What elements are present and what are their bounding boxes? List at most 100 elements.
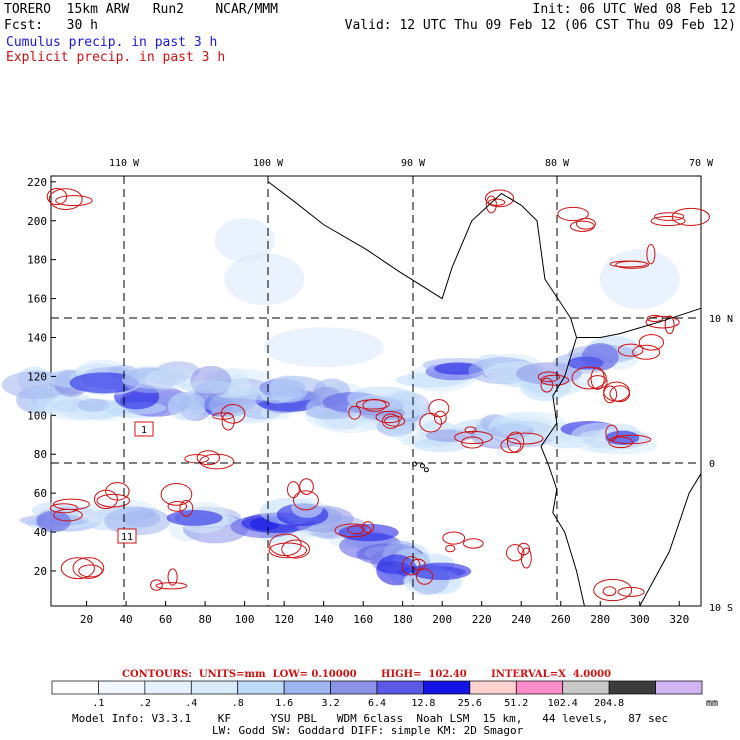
explicit-precip-contour — [167, 568, 178, 586]
explicit-precip-contour — [638, 334, 665, 351]
explicit-precip-contour — [650, 215, 686, 227]
model-title: TORERO 15km ARW Run2 NCAR/MMM — [4, 2, 278, 17]
color-bar-swatch — [562, 680, 610, 695]
cumulus-precip-patch — [145, 368, 196, 390]
explicit-precip-contour — [517, 542, 531, 556]
color-bar-label: .2 — [139, 698, 151, 709]
explicit-precip-contour — [487, 198, 506, 206]
explicit-precip-contour — [179, 499, 194, 517]
border-line — [639, 473, 702, 607]
color-bar-unit: mm — [706, 698, 718, 709]
explicit-precip-contour — [500, 437, 522, 454]
x-tick-label: 100 — [235, 613, 255, 626]
color-bar-label: 102.4 — [548, 698, 578, 709]
cumulus-precip-patch — [581, 343, 619, 371]
explicit-precip-contour — [334, 523, 372, 538]
explicit-precip-contour — [96, 493, 131, 508]
explicit-precip-contour — [484, 189, 515, 208]
explicit-precip-contour — [375, 410, 403, 424]
cumulus-precip-patch — [69, 372, 139, 394]
x-tick-label: 300 — [630, 613, 650, 626]
explicit-precip-contour — [617, 343, 644, 357]
explicit-precip-contour — [520, 547, 532, 569]
color-bar-label: .4 — [185, 698, 197, 709]
color-bar-swatch — [237, 680, 285, 695]
explicit-label: Explicit precip. in past 3 h — [6, 50, 226, 65]
contour-label-box — [117, 528, 137, 544]
explicit-precip-contour — [286, 481, 300, 499]
y-tick-label: 160 — [27, 293, 47, 306]
longitude-label: 110 W — [109, 158, 140, 169]
longitude-label: 70 W — [689, 158, 714, 169]
cumulus-precip-patch — [411, 562, 472, 581]
explicit-precip-contour — [361, 521, 375, 534]
axis-ticks: 20 40 60 80 100 120 140 160 180 200 220 240 260 280 30… — [27, 158, 733, 626]
contour-label-box — [134, 421, 154, 437]
explicit-precip-contour — [608, 436, 633, 449]
explicit-precip-contour — [415, 568, 434, 585]
color-bar-swatch — [51, 680, 99, 695]
color-bar-label: 25.6 — [458, 698, 482, 709]
x-tick-label: 60 — [159, 613, 172, 626]
explicit-precip-contour — [609, 260, 648, 268]
central-america-coast — [268, 181, 702, 338]
color-bar-swatch — [98, 680, 146, 695]
x-tick-label: 220 — [472, 613, 492, 626]
color-bar-swatch — [608, 680, 656, 695]
cumulus-precip-patch — [77, 398, 110, 412]
explicit-precip-contour — [55, 195, 93, 207]
cumulus-precip-patch — [166, 510, 223, 526]
explicit-precip-contour — [485, 195, 497, 214]
explicit-precip-contour — [268, 542, 308, 559]
color-bar-label: 204.8 — [594, 698, 624, 709]
explicit-precip-contour — [199, 453, 235, 470]
color-bar-swatch — [655, 680, 703, 695]
explicit-precip-contour — [461, 436, 484, 449]
latitude-label: 10 S — [709, 603, 733, 614]
latitude-label: 0 — [709, 459, 715, 470]
color-bar: .1 .2 .4 .8 1.6 3.2 6.4 12.8 25.6 51.2 102.4 204.8 m… — [51, 680, 718, 709]
color-bar-label: 6.4 — [368, 698, 386, 709]
explicit-precip-contour — [348, 405, 361, 420]
explicit-precip-contour — [48, 188, 83, 210]
physics-info: LW: Godd SW: Goddard DIFF: simple KM: 2D… — [212, 724, 524, 737]
color-bar-swatch — [144, 680, 192, 695]
color-bar-swatch — [283, 680, 331, 695]
explicit-precip-contour — [362, 398, 387, 412]
cumulus-precip-patch — [122, 510, 161, 527]
contour-label: 1 — [141, 425, 147, 436]
explicit-precip-contour — [593, 578, 633, 602]
contour-info: CONTOURS: UNITS=mm LOW= 0.10000 HIGH= 10… — [122, 669, 612, 680]
coastline — [268, 181, 702, 607]
explicit-precip-contour — [220, 403, 246, 424]
explicit-precip-contour — [410, 558, 426, 571]
cumulus-precip-patch — [224, 253, 305, 306]
x-tick-label: 280 — [590, 613, 610, 626]
contour-label: 11 — [121, 532, 133, 543]
island — [423, 467, 429, 473]
explicit-precip-contour — [575, 217, 596, 230]
cumulus-label: Cumulus precip. in past 3 h — [6, 35, 218, 50]
precip-fields — [1, 187, 710, 602]
explicit-precip-contour — [464, 426, 477, 434]
latitude-label: 10 N — [709, 314, 733, 325]
forecast-hour: Fcst: 30 h — [4, 18, 98, 33]
x-tick-label: 260 — [551, 613, 571, 626]
init-time: Init: 06 UTC Wed 08 Feb 12 — [532, 2, 737, 17]
longitude-label: 90 W — [401, 158, 426, 169]
explicit-precip-contour — [602, 586, 617, 597]
explicit-precip-contour — [454, 430, 493, 444]
explicit-precip-contour — [160, 482, 193, 506]
y-tick-label: 180 — [27, 254, 47, 267]
x-tick-label: 120 — [274, 613, 294, 626]
y-tick-label: 60 — [34, 487, 47, 500]
explicit-precip-contour — [46, 187, 68, 206]
y-tick-label: 200 — [27, 215, 47, 228]
x-tick-label: 40 — [119, 613, 132, 626]
explicit-precip-contour — [587, 375, 608, 390]
color-bar-label: 1.6 — [275, 698, 293, 709]
explicit-precip-contour — [590, 367, 605, 390]
explicit-precip-contour — [540, 374, 570, 386]
explicit-precip-contour — [384, 415, 406, 427]
